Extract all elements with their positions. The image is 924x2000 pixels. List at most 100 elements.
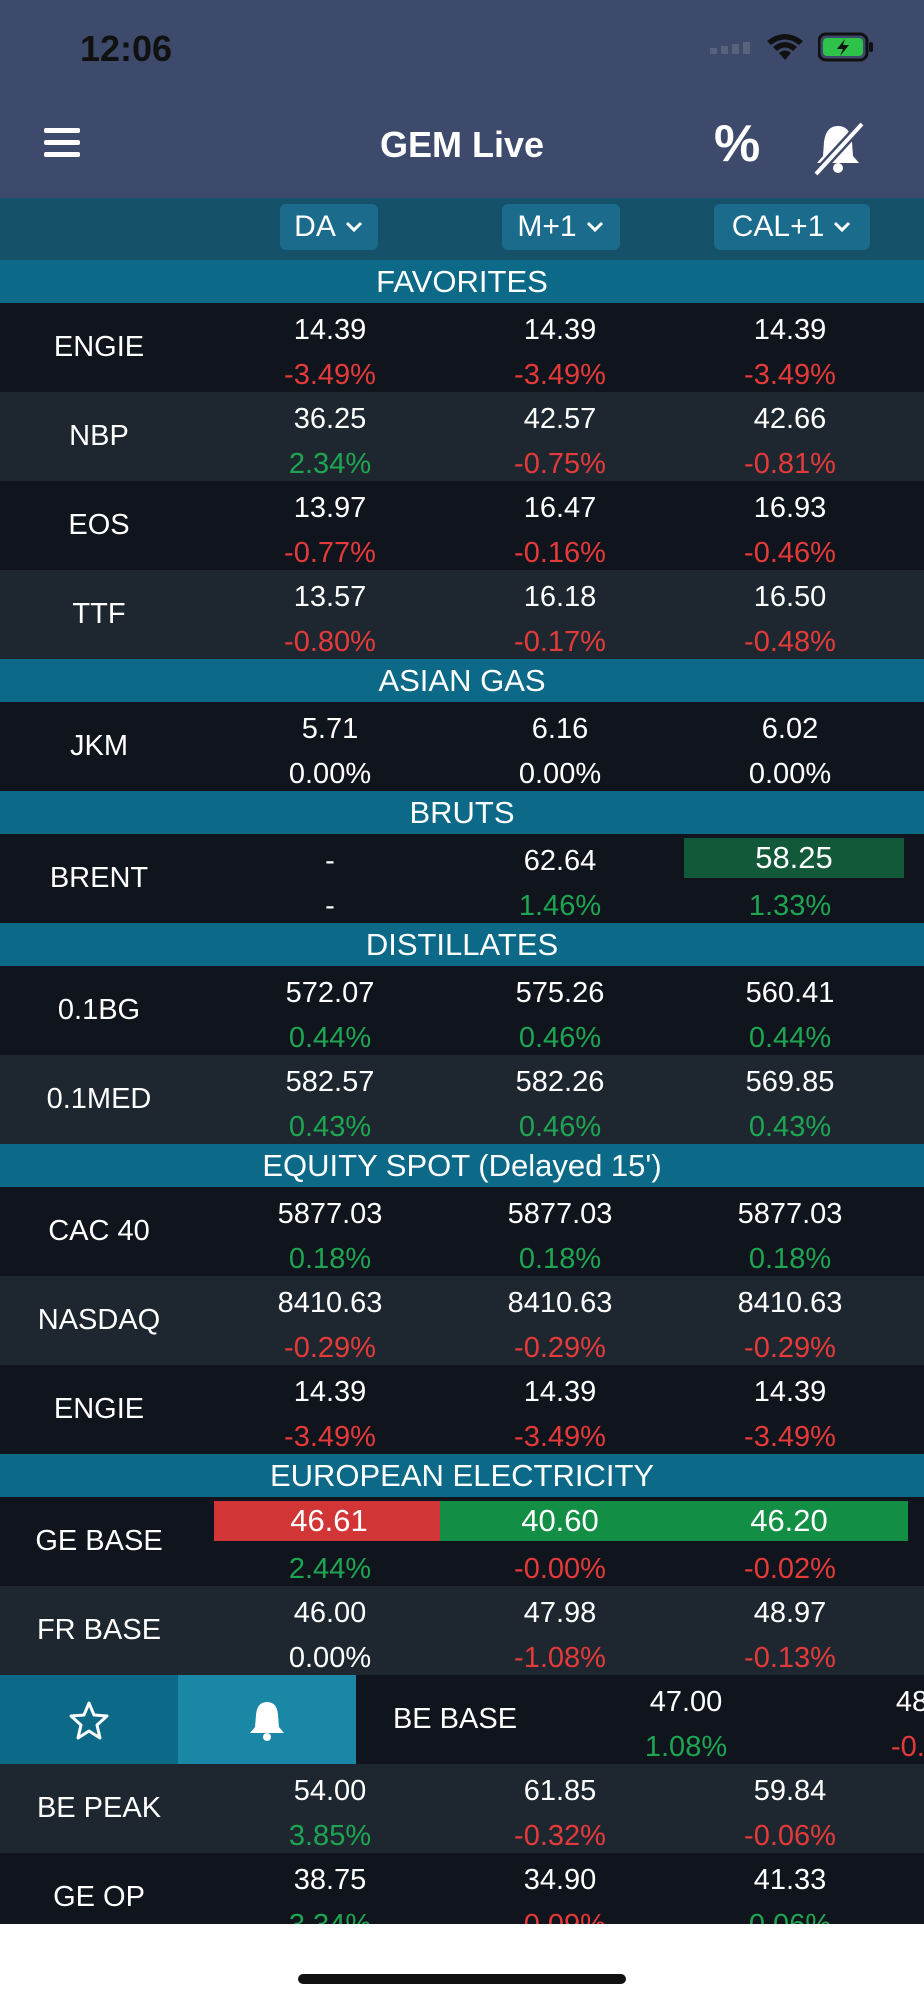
price-value: 14.39: [293, 1376, 367, 1408]
hamburger-menu-icon[interactable]: [44, 128, 80, 160]
price-value: 13.97: [293, 492, 367, 524]
top-bar: 12:06 GEM Live %: [0, 0, 924, 198]
price-value: 14.39: [753, 314, 827, 346]
price-value: 46.00: [293, 1597, 367, 1629]
change-value: -3.49%: [284, 1421, 376, 1453]
change-value: -0.81%: [744, 448, 836, 480]
section-header-favorites: FAVORITES: [0, 260, 924, 303]
change-value: 0.44%: [288, 1022, 372, 1054]
change-value: -3.49%: [744, 359, 836, 391]
table-row[interactable]: 0.1BG 572.07 0.44% 575.26 0.46% 560.41 0.44…: [0, 966, 924, 1055]
change-value: -0.29%: [284, 1332, 376, 1364]
change-value: -1.08%: [514, 1642, 606, 1674]
change-value: 0.00%: [518, 758, 602, 790]
instrument-name: JKM: [70, 730, 128, 762]
price-value-highlight: 46.20: [670, 1501, 908, 1541]
table-row[interactable]: JKM 5.71 0.00% 6.16 0.00% 6.02 0.00%: [0, 702, 924, 791]
price-value: 41.33: [753, 1864, 827, 1896]
table-row[interactable]: GE OP 38.75 3.34% 34.90 -0.09% 41.33 0.06%: [0, 1853, 924, 1924]
change-value: 0.18%: [288, 1243, 372, 1275]
star-icon: [69, 1701, 109, 1739]
change-value: -3.49%: [284, 359, 376, 391]
change-value: 0.06%: [680, 1908, 900, 1924]
instrument-name: NBP: [69, 420, 129, 452]
change-value: -0.80%: [284, 626, 376, 658]
table-row[interactable]: EOS 13.97 -0.77% 16.47 -0.16% 16.93 -0.46%: [0, 481, 924, 570]
instrument-name: BRENT: [49, 862, 149, 894]
price-value: 14.39: [753, 1376, 827, 1408]
change-value: 1.46%: [518, 890, 602, 922]
instrument-name: GE OP: [53, 1881, 145, 1913]
change-value: 3.34%: [220, 1908, 440, 1924]
column-select-cal1[interactable]: CAL+1: [714, 204, 870, 250]
table-row[interactable]: FR BASE 46.00 0.00% 47.98 -1.08% 48.97 -0.1…: [0, 1586, 924, 1675]
table-row[interactable]: CAC 40 5877.03 0.18% 5877.03 0.18% 5877.03…: [0, 1187, 924, 1276]
change-value: -0.77%: [284, 537, 376, 569]
change-value: -0.00%: [514, 1553, 606, 1585]
signal-icon: [710, 42, 750, 54]
price-value: 14.39: [293, 314, 367, 346]
change-value: -0.29%: [744, 1332, 836, 1364]
price-value: 8410.63: [737, 1287, 843, 1319]
change-value: 1.33%: [748, 890, 832, 922]
column-label: M+1: [517, 210, 577, 243]
chevron-down-icon: [834, 221, 851, 233]
change-value: 3.85%: [288, 1820, 372, 1852]
price-value: 16.18: [523, 581, 597, 613]
bell-slash-icon[interactable]: [808, 118, 868, 178]
section-header-bruts: BRUTS: [0, 791, 924, 834]
percent-toggle-button[interactable]: %: [714, 115, 761, 173]
table-row[interactable]: 0.1MED 582.57 0.43% 582.26 0.46% 569.85 0.4…: [0, 1055, 924, 1144]
change-value: -0.16%: [514, 537, 606, 569]
instrument-name: ENGIE: [53, 331, 145, 363]
table-row[interactable]: BRENT - - 62.64 1.46% 58.25 1.33%: [0, 834, 924, 923]
chevron-down-icon: [345, 221, 362, 233]
table-row[interactable]: GE BASE 46.61 2.44% 40.60 -0.00% 46.20 -…: [0, 1497, 924, 1586]
table-row[interactable]: ENGIE 14.39 -3.49% 14.39 -3.49% 14.39 -3.49…: [0, 303, 924, 392]
price-value: 5.71: [301, 713, 359, 745]
market-table: FAVORITES ENGIE 14.39 -3.49% 14.39 -3.49% …: [0, 260, 924, 1924]
change-value: 0.43%: [748, 1111, 832, 1143]
change-value: 0.44%: [748, 1022, 832, 1054]
instrument-name: FR BASE: [36, 1614, 162, 1646]
app-screen: 12:06 GEM Live %: [0, 0, 924, 1924]
price-value: 6.02: [761, 713, 819, 745]
change-value: -0.32%: [514, 1820, 606, 1852]
table-row[interactable]: NASDAQ 8410.63 -0.29% 8410.63 -0.29% 8410.…: [0, 1276, 924, 1365]
change-value: -0.17%: [514, 626, 606, 658]
change-value: -0.29%: [514, 1332, 606, 1364]
instrument-name: NASDAQ: [37, 1304, 161, 1336]
change-value: -3.49%: [514, 1421, 606, 1453]
change-value: 2.44%: [288, 1553, 372, 1585]
table-row[interactable]: TTF 13.57 -0.80% 16.18 -0.17% 16.50 -0.48%: [0, 570, 924, 659]
change-value: -: [325, 890, 335, 922]
price-value: 48.97: [753, 1597, 827, 1629]
price-value: 16.50: [753, 581, 827, 613]
wifi-icon: [767, 34, 803, 60]
column-label: CAL+1: [731, 210, 825, 243]
change-value: 0.18%: [518, 1243, 602, 1275]
alert-action-button[interactable]: [178, 1675, 356, 1764]
table-row[interactable]: BE PEAK 54.00 3.85% 61.85 -0.32% 59.84 -0.0…: [0, 1764, 924, 1853]
price-value: -: [325, 845, 335, 877]
price-value: 14.39: [523, 1376, 597, 1408]
favorite-action-button[interactable]: [0, 1675, 178, 1764]
instrument-name: 0.1BG: [57, 994, 141, 1026]
change-value: -0.75%: [514, 448, 606, 480]
column-select-m1[interactable]: M+1: [502, 204, 620, 250]
price-value: 54.00: [293, 1775, 367, 1807]
table-row-swiped[interactable]: BE BASE 47.00 1.08% 48. -0.4: [0, 1675, 924, 1764]
table-row[interactable]: ENGIE 14.39 -3.49% 14.39 -3.49% 14.39 -3.49…: [0, 1365, 924, 1454]
table-row[interactable]: NBP 36.25 2.34% 42.57 -0.75% 42.66 -0.81%: [0, 392, 924, 481]
home-indicator[interactable]: [298, 1974, 626, 1984]
column-select-da[interactable]: DA: [280, 204, 378, 250]
change-value: 0.00%: [748, 758, 832, 790]
price-value: 42.66: [753, 403, 827, 435]
column-label: DA: [294, 210, 336, 243]
change-value: 0.46%: [518, 1111, 602, 1143]
instrument-name: ENGIE: [53, 1393, 145, 1425]
price-value: 8410.63: [507, 1287, 613, 1319]
column-header-bar: DA M+1 CAL+1: [0, 198, 924, 260]
instrument-name: 0.1MED: [46, 1083, 152, 1115]
change-value: 1.08%: [644, 1731, 728, 1763]
